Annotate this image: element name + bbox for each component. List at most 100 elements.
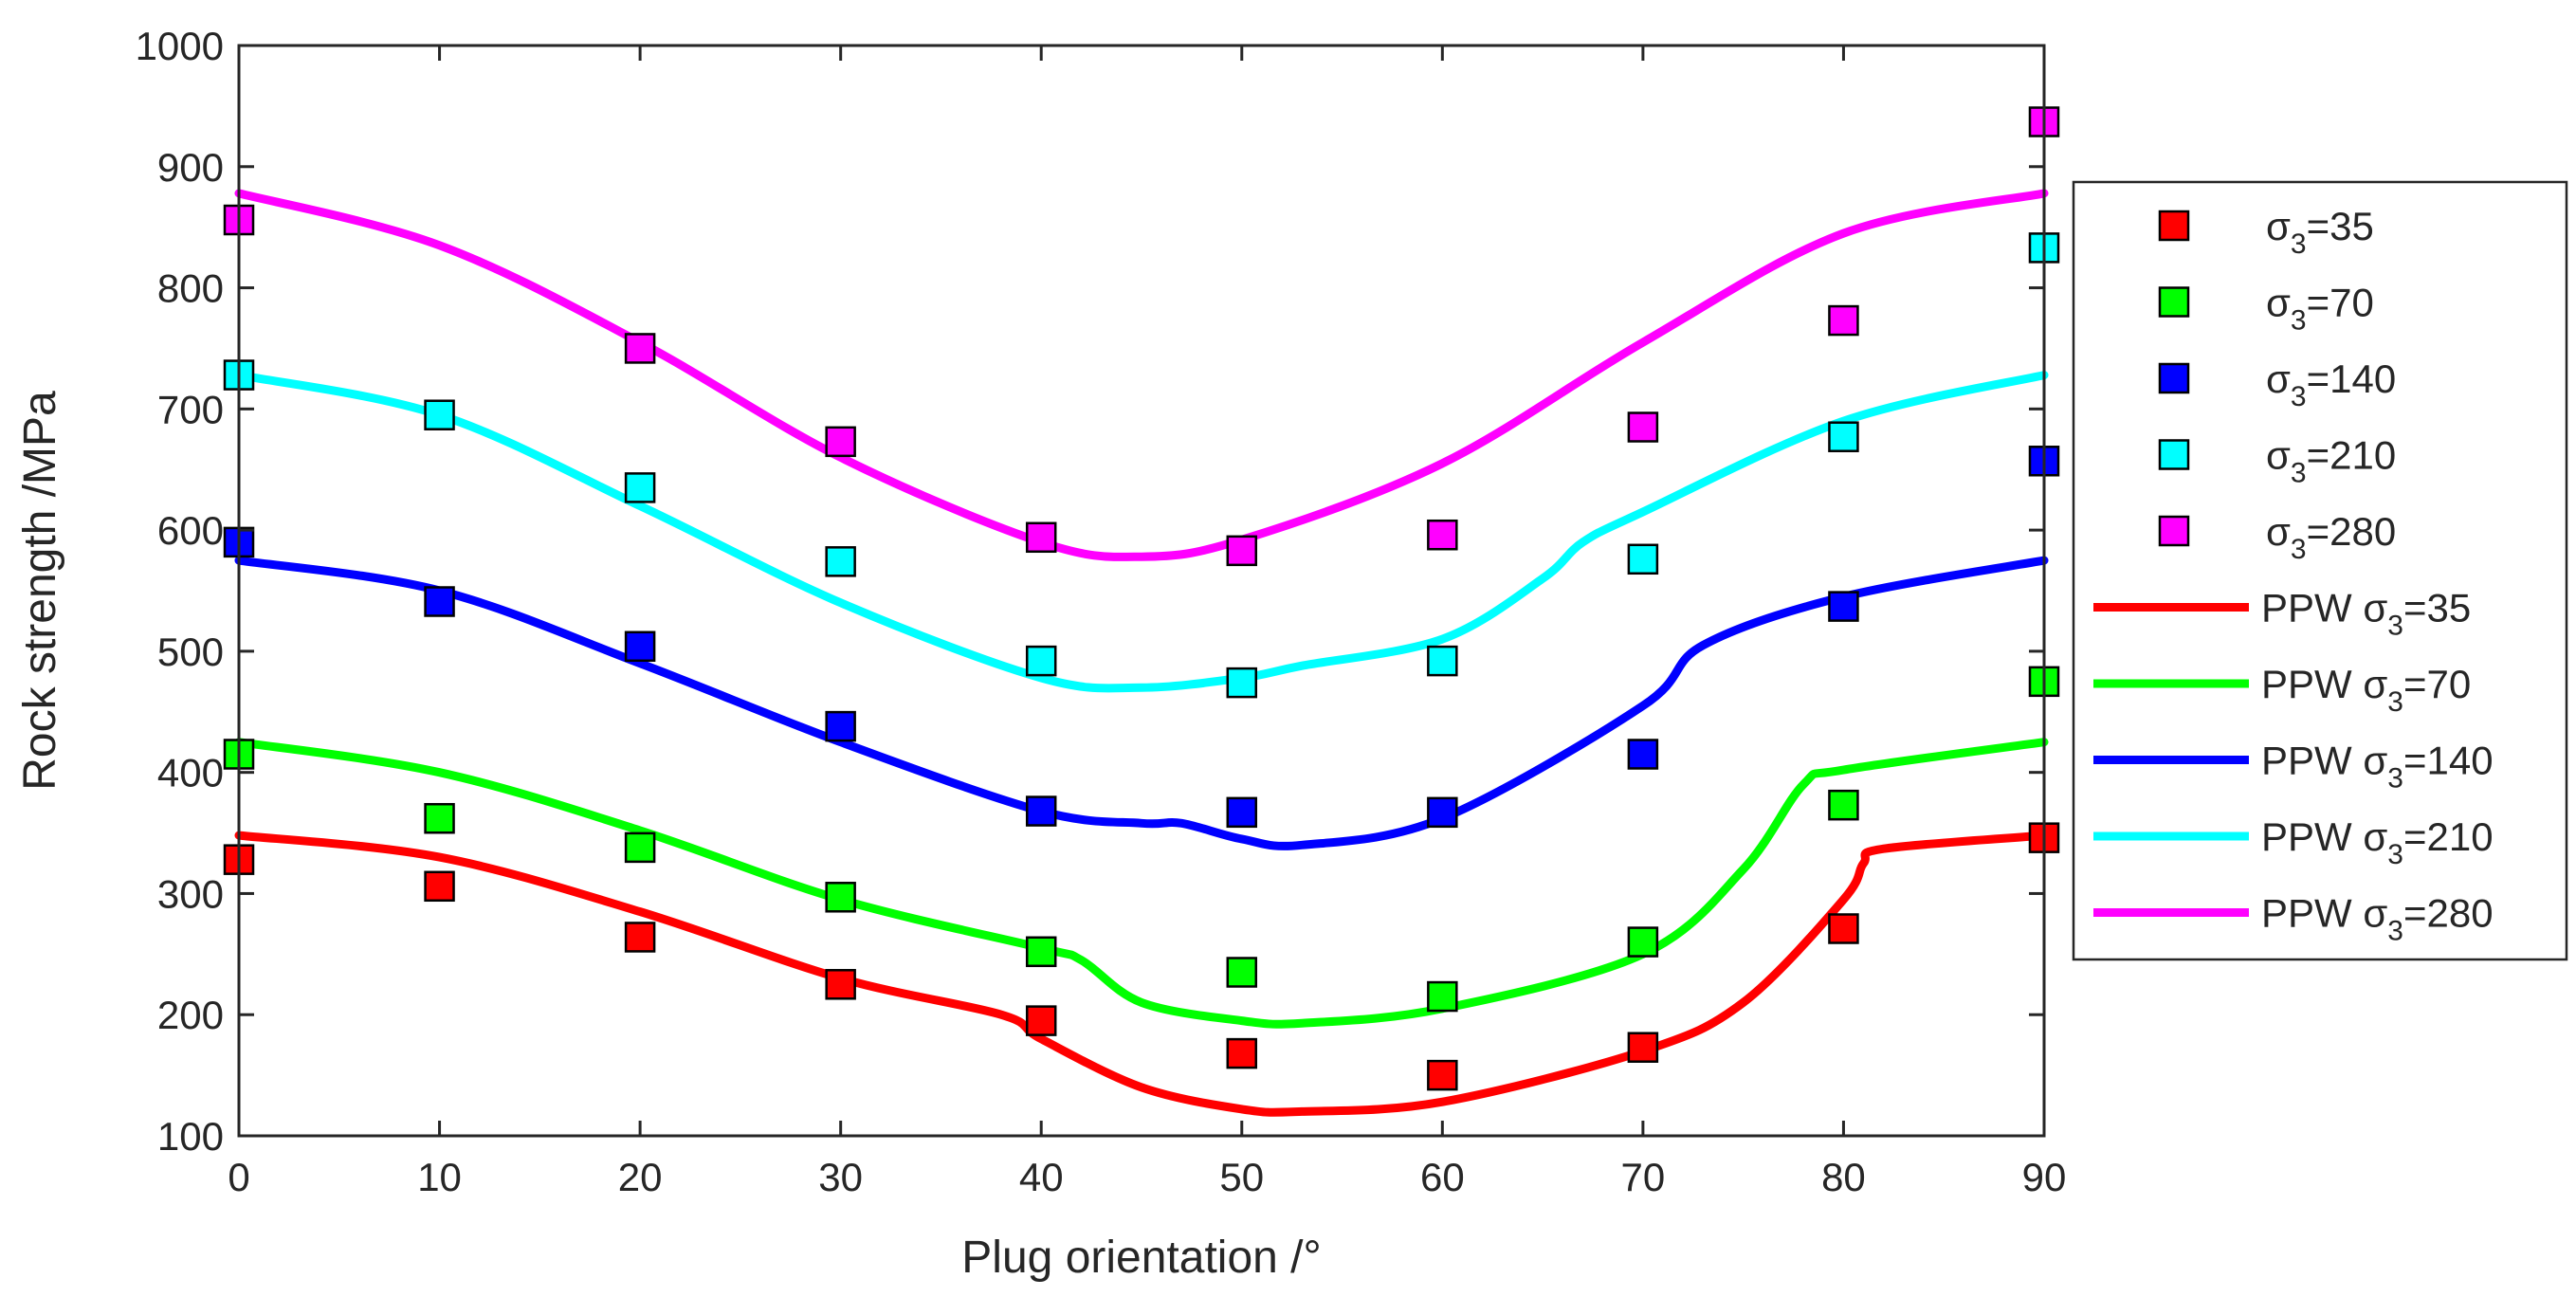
data-point [1828,789,1859,821]
data-point [825,969,856,1000]
legend-label-suffix: =70 [2307,281,2374,325]
y-tick-label: 500 [157,630,224,674]
legend-label-subscript: 3 [2291,534,2307,565]
legend-label-suffix: =140 [2403,739,2494,783]
legend-label-subscript: 3 [2387,763,2403,795]
y-tick-label: 200 [157,993,224,1037]
y-tick-label: 100 [157,1114,224,1159]
data-point [624,831,656,864]
series-line [234,831,2049,1117]
legend-label-prefix: PPW σ [2261,739,2387,783]
legend-label-prefix: σ [2266,204,2291,248]
series-line [234,556,2049,850]
legend-label-prefix: σ [2266,509,2291,554]
legend-marker [2158,362,2190,394]
data-point [1627,411,1659,443]
data-point [1226,1037,1258,1069]
data-point [1226,667,1258,699]
y-tick-label: 900 [157,145,224,190]
legend-marker [2158,439,2190,470]
legend-label-prefix: PPW σ [2261,662,2387,706]
data-point [424,802,455,834]
x-tick-label: 0 [228,1155,249,1199]
data-point [1427,1059,1458,1091]
data-point [1226,535,1258,567]
data-point [1828,421,1859,452]
data-point [825,710,856,742]
x-tick-label: 40 [1019,1155,1064,1199]
data-point [1627,1032,1659,1063]
data-point [825,426,856,458]
data-point [1226,957,1258,988]
legend-label-prefix: PPW σ [2261,814,2387,859]
y-tick-label: 300 [157,871,224,916]
x-tick-label: 90 [2022,1155,2067,1199]
y-axis-label: Rock strength /MPa [15,391,65,791]
y-axis: 100 200 300 400 500 600 700 800 900 1000 [136,24,2044,1159]
legend-label: σ3=210 [2266,433,2396,489]
legend-label-suffix: =35 [2403,586,2471,630]
legend-label-subscript: 3 [2291,381,2307,412]
data-point [424,399,455,430]
data-point [1828,913,1859,944]
legend-marker [2158,286,2190,318]
data-point [1025,1005,1057,1036]
legend-label-suffix: =35 [2307,204,2374,248]
legend-label: σ3=35 [2266,204,2374,260]
legend-label: σ3=70 [2266,281,2374,337]
data-point [624,472,656,503]
y-tick-label: 600 [157,508,224,553]
y-tick-label: 700 [157,387,224,431]
data-point [624,333,656,364]
legend-label-prefix: PPW σ [2261,891,2387,936]
plot-area [239,46,2044,1136]
x-tick-label: 20 [618,1155,663,1199]
legend-label: σ3=140 [2266,356,2396,412]
legend-label: PPW σ3=140 [2261,739,2494,795]
y-tick-label: 400 [157,751,224,795]
legend-label-subscript: 3 [2387,916,2403,947]
data-point [1427,980,1458,1013]
x-axis: 0 10 20 30 40 50 60 70 80 90 [228,46,2066,1199]
series-line [234,738,2049,1029]
legend-label-subscript: 3 [2387,686,2403,718]
data-point [424,586,455,617]
data-point [1828,304,1859,337]
data-point [1025,645,1057,677]
x-tick-label: 10 [417,1155,462,1199]
legend-label: PPW σ3=280 [2261,891,2494,947]
legend-label-subscript: 3 [2387,839,2403,870]
data-point [1828,591,1859,622]
legend-label: σ3=280 [2266,509,2396,565]
data-point [1627,543,1659,575]
legend-label-suffix: =280 [2307,509,2397,554]
data-point [1627,739,1659,770]
data-point [825,882,856,913]
legend-label-subscript: 3 [2291,458,2307,489]
legend-label: PPW σ3=210 [2261,814,2494,870]
data-point [1025,521,1057,554]
legend-marker [2158,515,2190,547]
legend-label-suffix: =280 [2403,891,2494,936]
y-tick-label: 1000 [136,24,224,68]
data-point [424,870,455,903]
legend-box [2072,180,2568,961]
x-axis-label: Plug orientation /° [961,1233,1321,1283]
legend-label-prefix: σ [2266,433,2291,478]
legend-label: PPW σ3=70 [2261,662,2471,718]
legend-label-suffix: =210 [2307,433,2397,478]
x-tick-label: 80 [1821,1155,1866,1199]
data-point [1427,796,1458,829]
series-line [234,189,2049,561]
data-point [624,630,656,663]
legend-label-suffix: =210 [2403,814,2494,859]
y-tick-label: 800 [157,266,224,311]
legend-label-subscript: 3 [2291,305,2307,337]
data-point [1226,796,1258,829]
data-point [825,546,856,577]
legend-label-subscript: 3 [2291,228,2307,260]
data-point [1025,795,1057,827]
x-tick-label: 70 [1621,1155,1666,1199]
